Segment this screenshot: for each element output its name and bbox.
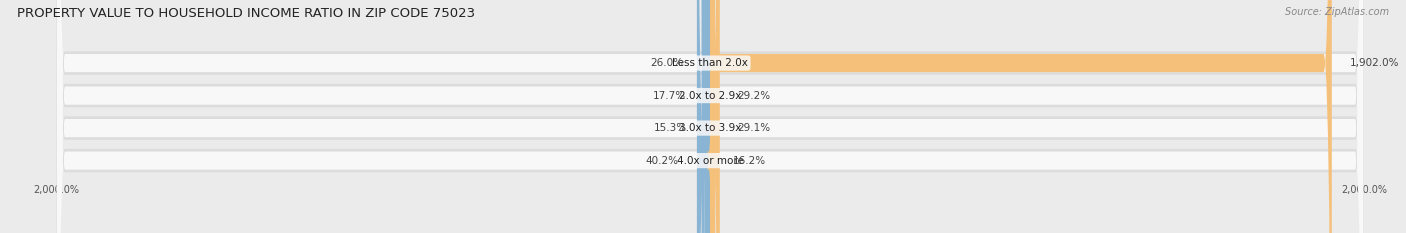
Text: Less than 2.0x: Less than 2.0x <box>672 58 748 68</box>
FancyBboxPatch shape <box>702 0 713 233</box>
Text: 3.0x to 3.9x: 3.0x to 3.9x <box>679 123 741 133</box>
FancyBboxPatch shape <box>56 0 1364 233</box>
FancyBboxPatch shape <box>697 0 710 233</box>
Text: 16.2%: 16.2% <box>734 156 766 166</box>
Text: 1,902.0%: 1,902.0% <box>1350 58 1399 68</box>
Text: 15.3%: 15.3% <box>654 123 688 133</box>
FancyBboxPatch shape <box>56 0 1364 233</box>
Text: Source: ZipAtlas.com: Source: ZipAtlas.com <box>1285 7 1389 17</box>
FancyBboxPatch shape <box>710 0 1331 233</box>
FancyBboxPatch shape <box>56 0 1364 233</box>
FancyBboxPatch shape <box>710 0 720 233</box>
FancyBboxPatch shape <box>710 0 720 233</box>
Text: 26.0%: 26.0% <box>651 58 683 68</box>
Text: 4.0x or more: 4.0x or more <box>676 156 744 166</box>
FancyBboxPatch shape <box>702 0 713 233</box>
FancyBboxPatch shape <box>56 0 1364 233</box>
Text: 29.1%: 29.1% <box>738 123 770 133</box>
Text: 2.0x to 2.9x: 2.0x to 2.9x <box>679 91 741 101</box>
Text: 17.7%: 17.7% <box>654 91 686 101</box>
Text: PROPERTY VALUE TO HOUSEHOLD INCOME RATIO IN ZIP CODE 75023: PROPERTY VALUE TO HOUSEHOLD INCOME RATIO… <box>17 7 475 20</box>
FancyBboxPatch shape <box>56 0 1364 233</box>
Text: 29.2%: 29.2% <box>738 91 770 101</box>
FancyBboxPatch shape <box>707 0 718 233</box>
Text: 40.2%: 40.2% <box>645 156 679 166</box>
FancyBboxPatch shape <box>702 0 710 233</box>
FancyBboxPatch shape <box>56 0 1364 233</box>
FancyBboxPatch shape <box>56 0 1364 233</box>
FancyBboxPatch shape <box>56 0 1364 233</box>
